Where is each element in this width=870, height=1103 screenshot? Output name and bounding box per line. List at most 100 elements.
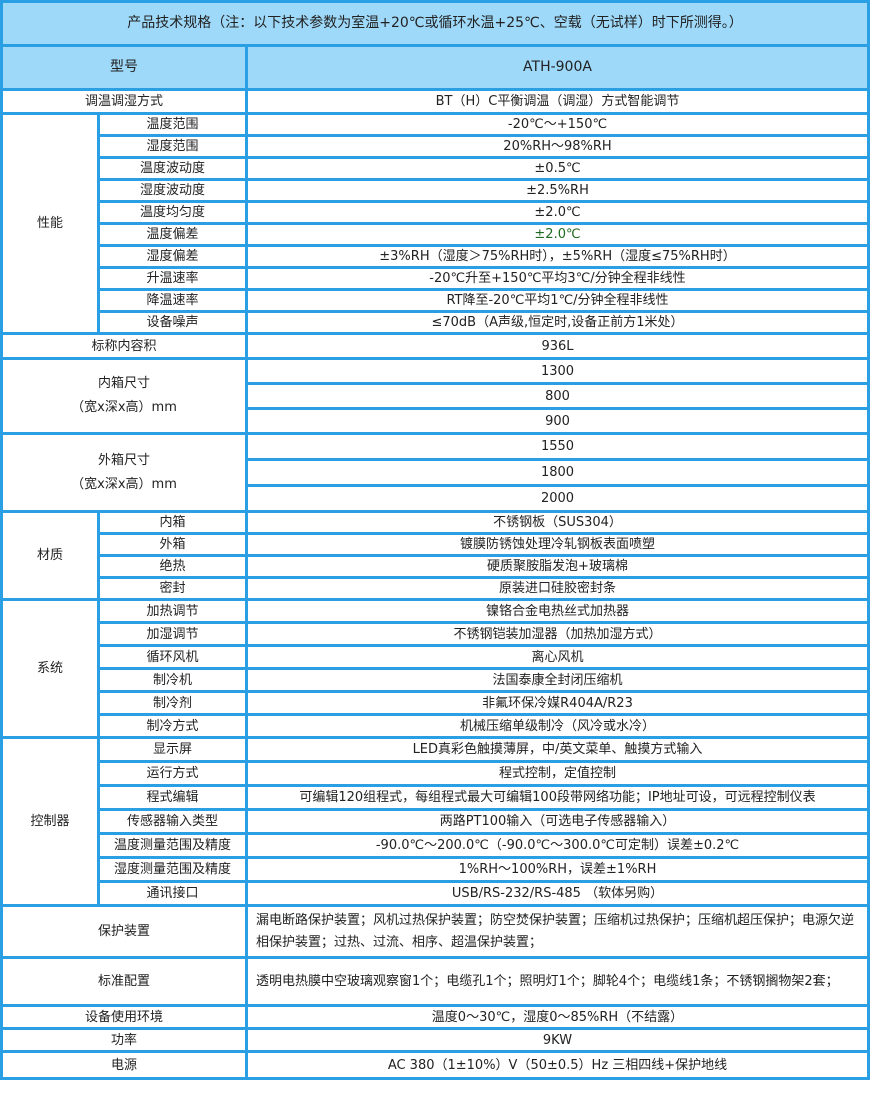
row-value: 程式控制，定值控制 [245, 760, 870, 787]
table-row: 传感器输入类型 两路PT100输入（可选电子传感器输入） [2, 808, 870, 835]
table-row: 加湿调节 不锈钢铠装加湿器（加热加湿方式） [2, 621, 870, 647]
row-value: 936L [245, 332, 870, 360]
table-row: 制冷剂 非氟环保冷媒R404A/R23 [2, 690, 870, 716]
table-row: 调温调湿方式 BT（H）C平衡调温（调湿）方式智能调节 [0, 88, 870, 115]
row-value: 镍铬合金电热丝式加热器 [245, 598, 870, 624]
table-row: 标准配置 透明电热膜中空玻璃观察窗1个；电缆孔1个；照明灯1个；脚轮4个；电缆线1… [0, 956, 870, 1007]
table-row: 900 [2, 407, 870, 435]
table-row: 制冷机 法国泰康全封闭压缩机 [2, 667, 870, 693]
table-row: 温度均匀度 ±2.0℃ [2, 200, 870, 225]
row-value: 非氟环保冷媒R404A/R23 [245, 690, 870, 716]
row-label: 标准配置 [0, 956, 248, 1007]
dimension-value: 1800 [245, 458, 870, 487]
row-label: 升温速率 [97, 266, 248, 291]
row-value: 镀膜防锈蚀处理冷轧钢板表面喷塑 [245, 532, 870, 557]
dimension-value: 1550 [245, 432, 870, 461]
row-value: -20℃升至+150℃平均3℃/分钟全程非线性 [245, 266, 870, 291]
group-label: 材质 [0, 510, 100, 601]
table-row: 外箱尺寸 （宽x深x高）mm 1550 [0, 432, 870, 513]
spec-table: 产品技术规格（注：以下技术参数为室温+20℃或循环水温+25℃、空载（无试样）时… [0, 0, 870, 1080]
row-label: 加湿调节 [97, 621, 248, 647]
row-label: 外箱尺寸 （宽x深x高）mm [0, 432, 248, 513]
table-row: 温度测量范围及精度 -90.0℃～200.0℃（-90.0℃～300.0℃可定制）… [2, 832, 870, 859]
row-label: 电源 [0, 1050, 248, 1080]
row-label: 温度测量范围及精度 [97, 832, 248, 859]
model-label: 型号 [0, 44, 248, 91]
table-row: 标称内容积 936L [0, 332, 870, 360]
row-label: 循环风机 [97, 644, 248, 670]
row-value: 离心风机 [245, 644, 870, 670]
row-value: 法国泰康全封闭压缩机 [245, 667, 870, 693]
table-row: 循环风机 离心风机 [2, 644, 870, 670]
table-row: 保护装置 漏电断路保护装置；风机过热保护装置；防空焚保护装置；压缩机过热保护；压缩… [0, 904, 870, 959]
row-value: 温度0～30℃，湿度0～85%RH（不结露） [245, 1004, 870, 1030]
row-value: ±2.5%RH [245, 178, 870, 203]
table-row: 材质 内箱 不锈钢板（SUS304） [0, 510, 870, 601]
row-label: 湿度波动度 [97, 178, 248, 203]
row-label: 内箱 [97, 510, 248, 535]
row-label: 通讯接口 [97, 880, 248, 907]
table-row: 内箱尺寸 （宽x深x高）mm 1300 [0, 357, 870, 435]
row-label: 标称内容积 [0, 332, 248, 360]
table-row: 设备使用环境 温度0～30℃，湿度0～85%RH（不结露） [0, 1004, 870, 1030]
group-label: 系统 [0, 598, 100, 739]
row-value: LED真彩色触摸薄屏，中/英文菜单、触摸方式输入 [245, 736, 870, 763]
row-label: 密封 [97, 576, 248, 601]
table-row: 密封 原装进口硅胶密封条 [2, 576, 870, 601]
row-label: 温度波动度 [97, 156, 248, 181]
row-label: 温度偏差 [97, 222, 248, 247]
title-row: 产品技术规格（注：以下技术参数为室温+20℃或循环水温+25℃、空载（无试样）时… [0, 0, 870, 47]
dimension-value: 900 [245, 407, 870, 435]
row-label: 外箱 [97, 532, 248, 557]
row-value: 不锈钢板（SUS304） [245, 510, 870, 535]
table-row: 电源 AC 380（1±10%）V（50±0.5）Hz 三相四线+保护地线 [0, 1050, 870, 1080]
table-row: 绝热 硬质聚胺脂发泡+玻璃棉 [2, 554, 870, 579]
row-value: -20℃～+150℃ [245, 112, 870, 137]
table-row: 制冷方式 机械压缩单级制冷（风冷或水冷） [2, 713, 870, 739]
row-value: ±3%RH（湿度＞75%RH时），±5%RH（湿度≤75%RH时） [245, 244, 870, 269]
table-row: 通讯接口 USB/RS-232/RS-485 （软体另购） [2, 880, 870, 907]
table-row: 系统 加热调节 镍铬合金电热丝式加热器 [0, 598, 870, 739]
row-label: 设备使用环境 [0, 1004, 248, 1030]
row-label: 降温速率 [97, 288, 248, 313]
row-value: 不锈钢铠装加湿器（加热加湿方式） [245, 621, 870, 647]
table-row: 800 [2, 382, 870, 410]
table-row: 1800 [2, 458, 870, 487]
dimension-unit: （宽x深x高）mm [71, 476, 177, 492]
row-value: 机械压缩单级制冷（风冷或水冷） [245, 713, 870, 739]
table-row: 控制器 显示屏 LED真彩色触摸薄屏，中/英文菜单、触摸方式输入 [0, 736, 870, 907]
dimension-label: 外箱尺寸 [97, 452, 150, 468]
row-value: 1%RH～100%RH，误差±1%RH [245, 856, 870, 883]
row-label: 设备噪声 [97, 310, 248, 335]
table-row: 湿度波动度 ±2.5%RH [2, 178, 870, 203]
row-label: 制冷剂 [97, 690, 248, 716]
row-value: ±0.5℃ [245, 156, 870, 181]
row-value: BT（H）C平衡调温（调湿）方式智能调节 [245, 88, 870, 115]
row-value: 两路PT100输入（可选电子传感器输入） [245, 808, 870, 835]
table-title: 产品技术规格（注：以下技术参数为室温+20℃或循环水温+25℃、空载（无试样）时… [0, 0, 870, 47]
dimension-value: 800 [245, 382, 870, 410]
row-label: 制冷方式 [97, 713, 248, 739]
model-value: ATH-900A [245, 44, 870, 91]
row-value: 9KW [245, 1027, 870, 1053]
row-label: 温度范围 [97, 112, 248, 137]
table-row: 温度偏差 ±2.0℃ [2, 222, 870, 247]
table-row: 湿度偏差 ±3%RH（湿度＞75%RH时），±5%RH（湿度≤75%RH时） [2, 244, 870, 269]
row-label: 绝热 [97, 554, 248, 579]
model-row: 型号 ATH-900A [0, 44, 870, 91]
row-label: 温度均匀度 [97, 200, 248, 225]
row-value: 硬质聚胺脂发泡+玻璃棉 [245, 554, 870, 579]
row-label: 运行方式 [97, 760, 248, 787]
row-label: 功率 [0, 1027, 248, 1053]
dimension-value: 2000 [245, 484, 870, 513]
row-label: 程式编辑 [97, 784, 248, 811]
row-value: 漏电断路保护装置；风机过热保护装置；防空焚保护装置；压缩机过热保护；压缩机超压保… [245, 904, 870, 959]
table-row: 湿度测量范围及精度 1%RH～100%RH，误差±1%RH [2, 856, 870, 883]
row-value: 可编辑120组程式，每组程式最大可编辑100段带网络功能；IP地址可设，可远程控… [245, 784, 870, 811]
table-row: 设备噪声 ≤70dB（A声级,恒定时,设备正前方1米处） [2, 310, 870, 335]
table-row: 温度波动度 ±0.5℃ [2, 156, 870, 181]
table-row: 2000 [2, 484, 870, 513]
row-label: 加热调节 [97, 598, 248, 624]
row-label: 湿度范围 [97, 134, 248, 159]
group-label: 控制器 [0, 736, 100, 907]
